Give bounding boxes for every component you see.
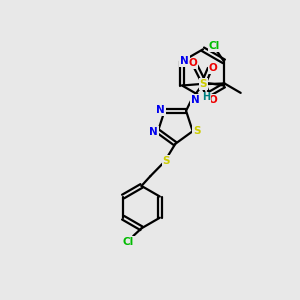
Text: H: H: [202, 92, 210, 102]
Text: O: O: [189, 58, 198, 68]
Text: S: S: [163, 156, 170, 166]
Text: N: N: [149, 127, 158, 137]
Text: N: N: [180, 56, 189, 66]
Text: Cl: Cl: [209, 41, 220, 51]
Text: S: S: [193, 126, 201, 136]
Text: O: O: [209, 95, 218, 105]
Text: N: N: [156, 105, 165, 115]
Text: S: S: [200, 79, 207, 89]
Text: N: N: [191, 95, 200, 105]
Text: O: O: [209, 63, 218, 73]
Text: N: N: [200, 93, 209, 103]
Text: Cl: Cl: [123, 237, 134, 247]
